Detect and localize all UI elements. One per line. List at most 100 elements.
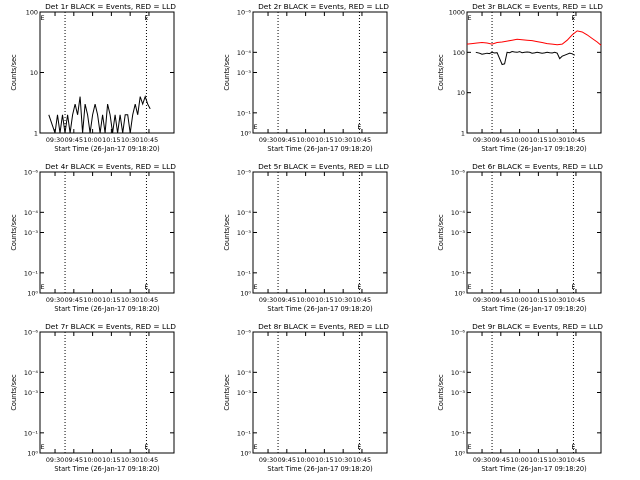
e-marker: E xyxy=(357,443,361,451)
x-tick-label: 10:15 xyxy=(102,296,120,304)
y-tick-label: 10⁰ xyxy=(454,290,465,298)
detector-panel-2: Det 2r BLACK = Events, RED = LLD 10⁰ 10⁻¹ 1… xyxy=(223,2,389,153)
x-tick-label: 10:45 xyxy=(567,136,585,144)
x-tick-label: 09:30 xyxy=(259,136,277,144)
y-axis-label: Counts/sec xyxy=(437,374,445,411)
x-tick-label: 09:45 xyxy=(278,296,296,304)
e-marker: E xyxy=(253,123,257,131)
x-tick-label: 10:15 xyxy=(529,296,547,304)
series-line-1 xyxy=(48,95,151,134)
y-tick-label: 10⁻³ xyxy=(237,229,252,237)
y-tick-label: 10⁻¹ xyxy=(237,109,252,117)
series-line-2 xyxy=(466,30,602,46)
y-tick-label: 10⁻⁶ xyxy=(451,169,466,177)
y-tick-label: 100 xyxy=(453,49,465,57)
plot-frame xyxy=(466,11,602,134)
x-tick-label: 10:30 xyxy=(121,136,139,144)
y-tick-label: 10⁻⁶ xyxy=(237,169,252,177)
e-marker: E xyxy=(144,443,148,451)
y-tick-label: 10⁻³ xyxy=(24,229,39,237)
x-tick-label: 09:30 xyxy=(259,456,277,464)
e-marker: E xyxy=(571,443,575,451)
e-marker: E xyxy=(571,14,575,22)
y-tick-label: 10⁻¹ xyxy=(237,269,252,277)
x-tick-label: 10:15 xyxy=(315,136,333,144)
y-tick-label: 10⁻⁶ xyxy=(24,169,39,177)
detector-panel-4: Det 4r BLACK = Events, RED = LLD 10⁰ 10⁻¹ 1… xyxy=(10,162,176,313)
plot-frame xyxy=(466,171,602,294)
x-tick-label: 10:00 xyxy=(296,296,314,304)
x-tick-label: 10:30 xyxy=(334,136,352,144)
x-tick-label: 10:30 xyxy=(121,456,139,464)
e-marker: E xyxy=(467,283,471,291)
y-tick-label: 10⁻⁴ xyxy=(237,209,252,217)
y-axis-label: Counts/sec xyxy=(437,54,445,91)
panel-title: Det 2r BLACK = Events, RED = LLD xyxy=(258,2,389,11)
e-marker: E xyxy=(144,283,148,291)
x-tick-label: 10:30 xyxy=(334,296,352,304)
panel-title: Det 3r BLACK = Events, RED = LLD xyxy=(472,2,603,11)
y-axis-label: Counts/sec xyxy=(10,54,18,91)
y-tick-label: 10⁰ xyxy=(454,450,465,458)
y-tick-label: 10⁻¹ xyxy=(451,429,466,437)
x-tick-label: 10:00 xyxy=(510,136,528,144)
e-marker: E xyxy=(571,283,575,291)
panel-title: Det 4r BLACK = Events, RED = LLD xyxy=(45,162,176,171)
y-tick-label: 10⁻⁴ xyxy=(24,209,39,217)
panel-title: Det 5r BLACK = Events, RED = LLD xyxy=(258,162,389,171)
e-marker: E xyxy=(253,443,257,451)
x-tick-label: 09:45 xyxy=(492,296,510,304)
x-tick-label: 10:45 xyxy=(140,296,158,304)
y-axis-label: Counts/sec xyxy=(10,214,18,251)
y-axis-label: Counts/sec xyxy=(437,214,445,251)
series-line-1 xyxy=(475,50,575,66)
x-tick-label: 10:45 xyxy=(353,456,371,464)
x-axis-label: Start Time (26-Jan-17 09:18:20) xyxy=(481,305,586,313)
e-marker: E xyxy=(467,14,471,22)
x-tick-label: 10:30 xyxy=(548,136,566,144)
y-axis-label: Counts/sec xyxy=(10,374,18,411)
y-tick-label: 10⁻³ xyxy=(237,69,252,77)
panel-title: Det 8r BLACK = Events, RED = LLD xyxy=(258,322,389,331)
x-tick-label: 10:00 xyxy=(296,136,314,144)
x-tick-label: 10:30 xyxy=(548,296,566,304)
plot-frame xyxy=(39,171,175,294)
y-tick-label: 1000 xyxy=(449,9,465,17)
x-axis-label: Start Time (26-Jan-17 09:18:20) xyxy=(267,465,372,473)
y-tick-label: 10⁻³ xyxy=(24,389,39,397)
x-tick-label: 10:00 xyxy=(510,456,528,464)
x-tick-label: 10:30 xyxy=(334,456,352,464)
y-tick-label: 10⁻¹ xyxy=(24,429,39,437)
e-marker: E xyxy=(253,283,257,291)
x-tick-label: 09:45 xyxy=(65,296,83,304)
y-axis-label: Counts/sec xyxy=(223,374,231,411)
y-tick-label: 10⁻⁴ xyxy=(237,49,252,57)
plot-frame xyxy=(252,331,388,454)
detector-panel-7: Det 7r BLACK = Events, RED = LLD 10⁰ 10⁻¹ 1… xyxy=(10,322,176,473)
x-axis-label: Start Time (26-Jan-17 09:18:20) xyxy=(54,305,159,313)
e-marker: E xyxy=(467,443,471,451)
y-tick-label: 10⁰ xyxy=(240,450,251,458)
x-tick-label: 10:45 xyxy=(567,456,585,464)
x-axis-label: Start Time (26-Jan-17 09:18:20) xyxy=(481,145,586,153)
plot-frame xyxy=(252,171,388,294)
y-tick-label: 10 xyxy=(30,69,38,77)
x-tick-label: 10:15 xyxy=(529,456,547,464)
x-tick-label: 09:45 xyxy=(65,136,83,144)
x-tick-label: 10:45 xyxy=(140,456,158,464)
y-tick-label: 10⁻³ xyxy=(451,389,466,397)
x-axis-label: Start Time (26-Jan-17 09:18:20) xyxy=(267,145,372,153)
x-tick-label: 09:45 xyxy=(492,136,510,144)
x-tick-label: 10:30 xyxy=(121,296,139,304)
y-tick-label: 1 xyxy=(461,130,465,138)
x-tick-label: 09:45 xyxy=(278,136,296,144)
x-axis-label: Start Time (26-Jan-17 09:18:20) xyxy=(481,465,586,473)
y-tick-label: 10⁻⁴ xyxy=(24,369,39,377)
x-tick-label: 10:15 xyxy=(315,296,333,304)
y-tick-label: 10⁻⁶ xyxy=(451,329,466,337)
panel-title: Det 1r BLACK = Events, RED = LLD xyxy=(45,2,176,11)
plot-frame xyxy=(252,11,388,134)
x-tick-label: 09:30 xyxy=(259,296,277,304)
y-tick-label: 10⁻¹ xyxy=(451,269,466,277)
detector-panel-3: Det 3r BLACK = Events, RED = LLD 1 10 100 10… xyxy=(437,2,603,153)
